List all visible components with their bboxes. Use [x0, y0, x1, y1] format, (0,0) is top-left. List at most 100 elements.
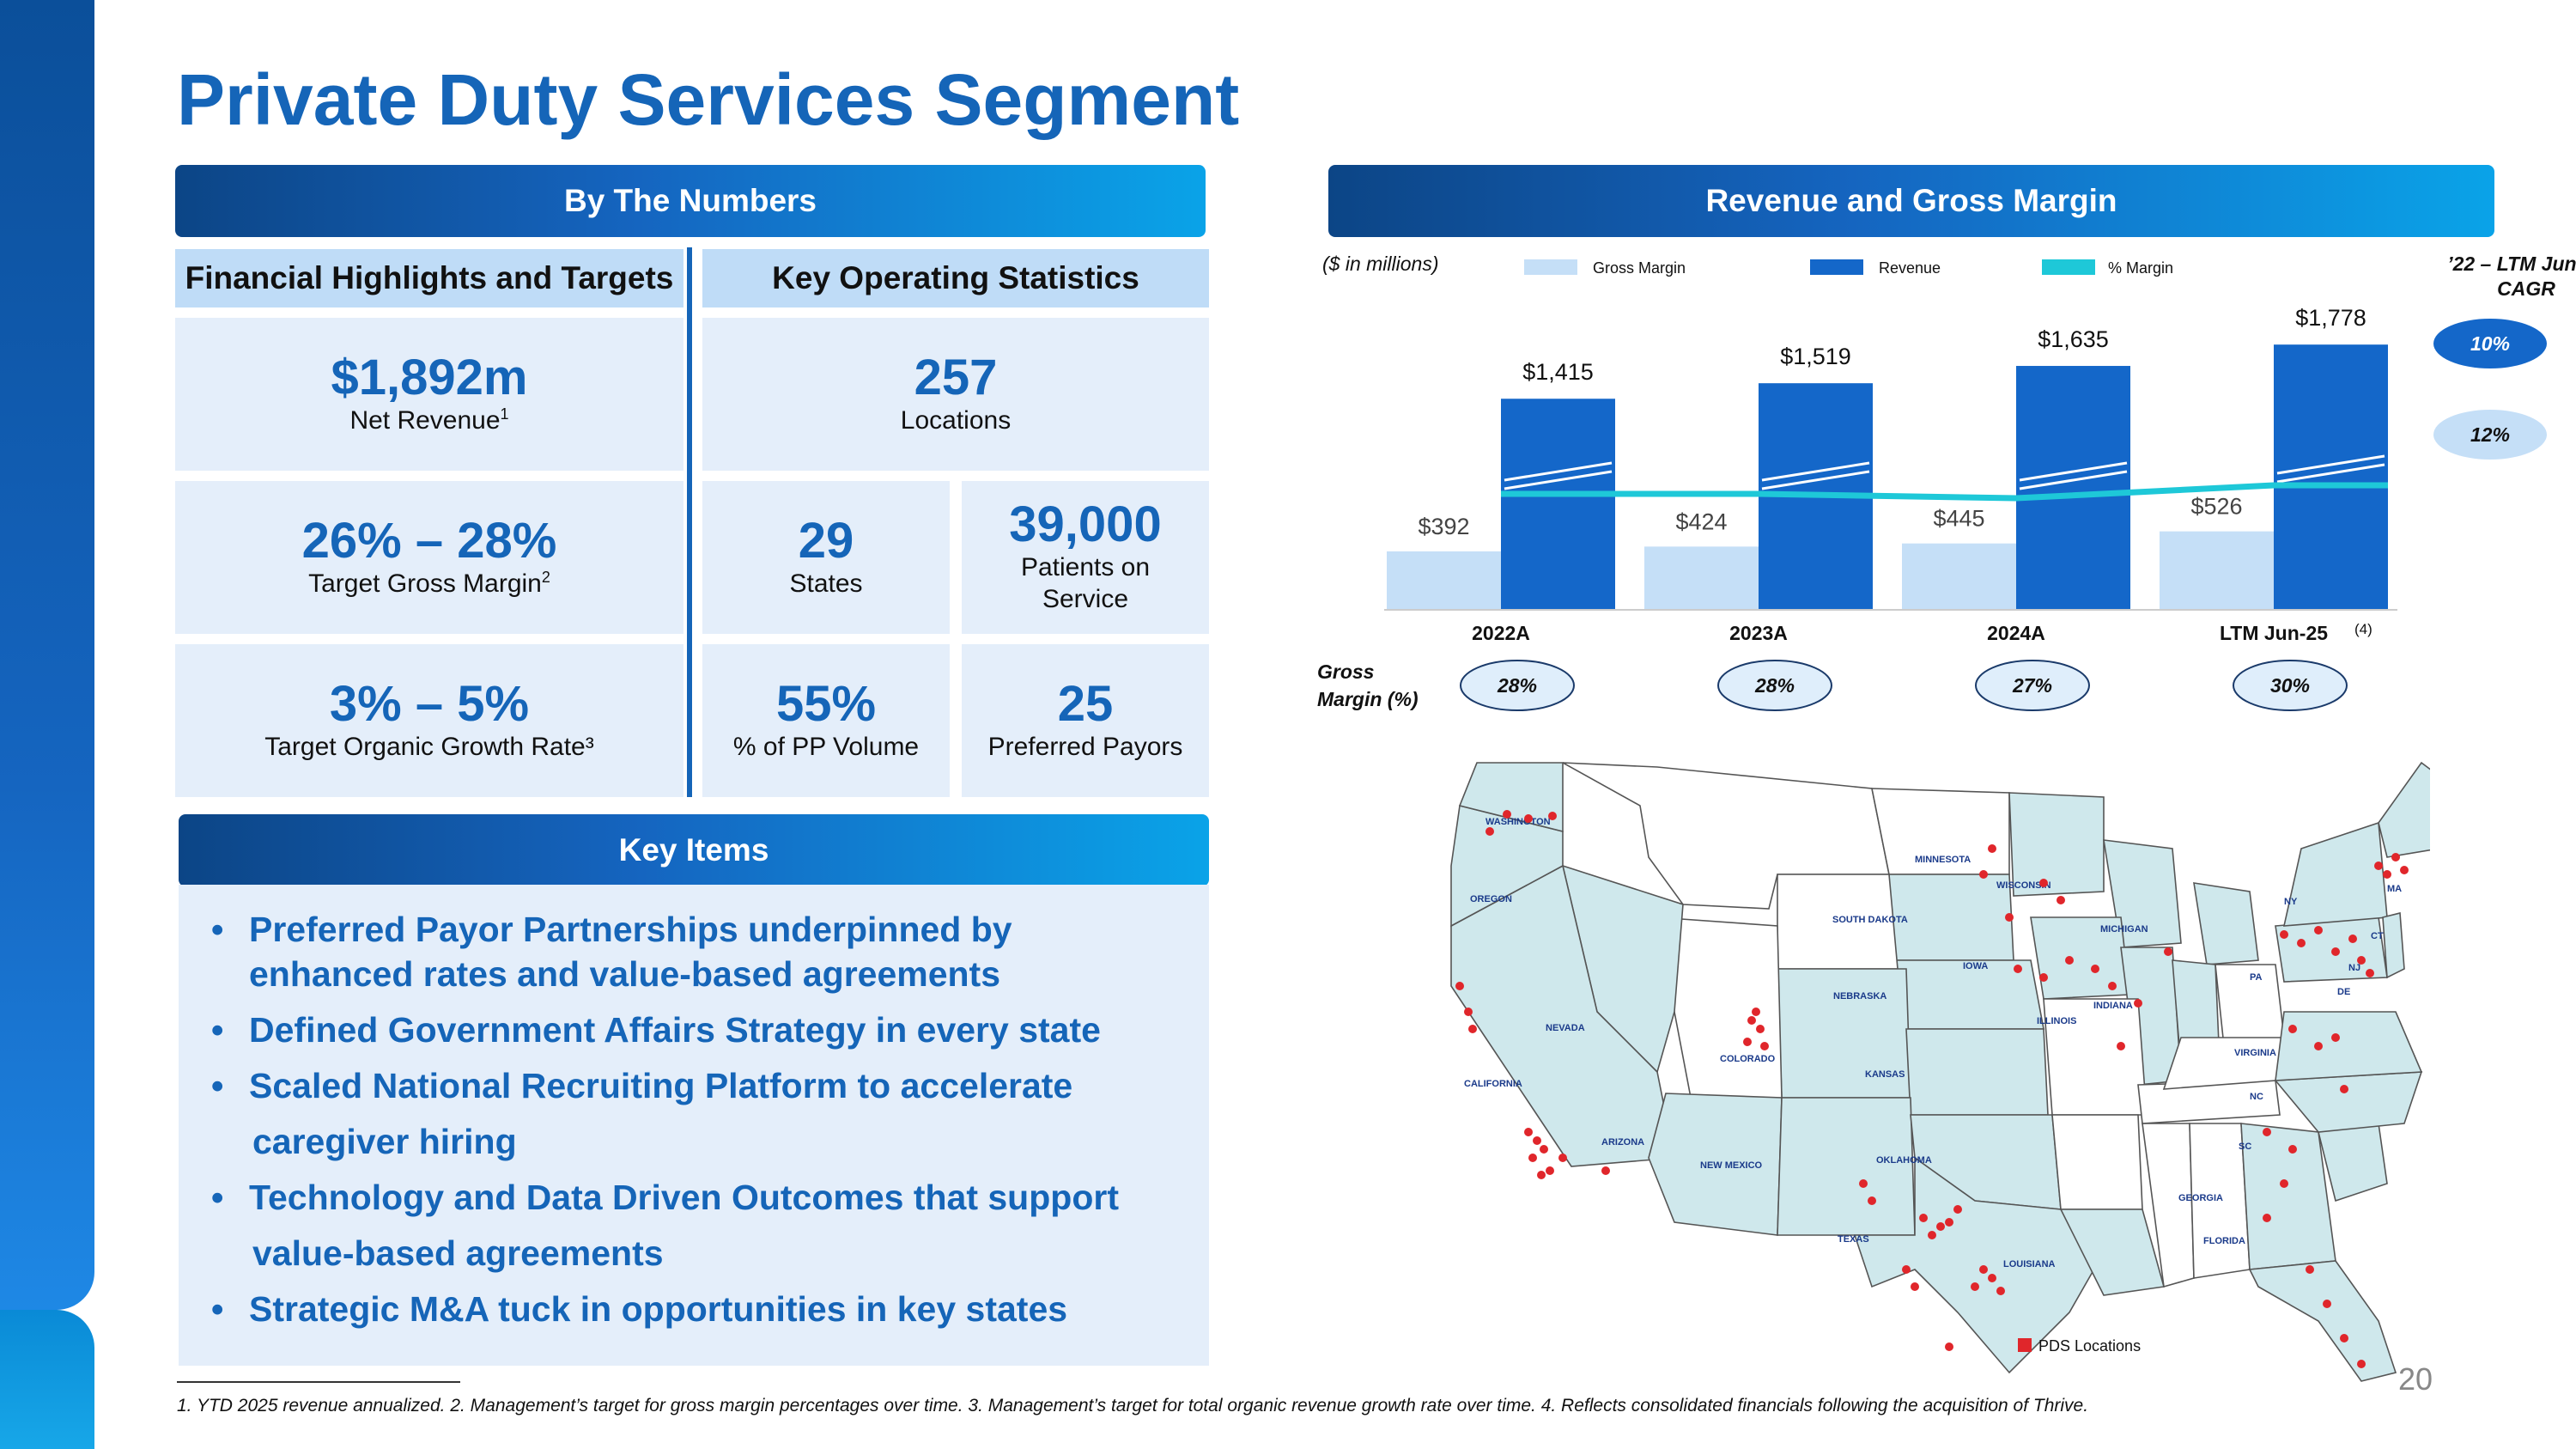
- axis-break-2-b: [2019, 470, 2128, 490]
- label-gross-margin-1: $424: [1675, 508, 1727, 534]
- map-north-carolina: [2274, 1071, 2423, 1133]
- map-new-jersey: [2382, 911, 2405, 979]
- patients-label-1: Patients on: [1020, 552, 1151, 581]
- cagr-revenue-pill: [2433, 319, 2547, 368]
- legend-label-pct-margin: % Margin: [2108, 259, 2173, 277]
- target-gross-margin-box: 26% – 28% Target Gross Margin2: [175, 481, 683, 634]
- map-wisconsin: [2103, 839, 2182, 948]
- patients-label-2: Service: [1042, 585, 1129, 614]
- chart-legend: Gross Margin Revenue % Margin: [1524, 259, 2173, 277]
- map-texas: [1853, 1156, 2105, 1374]
- state-label-south-dakota: SOUTH DAKOTA: [1832, 915, 1908, 925]
- target-gross-margin-label: Target Gross Margin2: [308, 568, 550, 598]
- axis-break-3-b: [2276, 463, 2385, 484]
- state-label-pa: PA: [2250, 972, 2263, 983]
- left-accent-bar-bottom: [0, 1310, 94, 1449]
- state-label-georgia: GEORGIA: [2178, 1193, 2223, 1203]
- net-revenue-value: $1,892m: [331, 349, 528, 405]
- target-growth-label: Target Organic Growth Rate³: [264, 732, 594, 761]
- bar-revenue-3: [2274, 344, 2388, 610]
- chart-bars: $392 $1,415 $424 $1,519 $445 $1,635 $526 $1,778: [1387, 305, 2388, 610]
- state-label-nj: NJ: [2348, 963, 2360, 973]
- bar-revenue-2: [2016, 366, 2130, 610]
- legend-swatch-pds: [2018, 1338, 2032, 1352]
- state-label-oregon: OREGON: [1470, 894, 1512, 904]
- target-growth-box: 3% – 5% Target Organic Growth Rate³: [175, 644, 683, 797]
- map-arkansas: [2051, 1114, 2143, 1210]
- state-label-sc: SC: [2239, 1142, 2251, 1152]
- pct-margin-line: [1501, 482, 2388, 502]
- left-accent-bar: [0, 0, 94, 1310]
- revenue-gross-margin-chart: ($ in millions) Gross Margin Revenue % M…: [1317, 253, 2576, 711]
- category-label-3: LTM Jun-25: [2220, 622, 2328, 644]
- label-revenue-2: $1,635: [2038, 326, 2109, 352]
- cagr-gross-margin-pill: [2433, 410, 2547, 460]
- net-revenue-label: Net Revenue1: [349, 405, 509, 435]
- states-box: 29 States: [702, 481, 950, 634]
- axis-break-0-b: [1504, 470, 1613, 490]
- state-label-illinois: ILLINOIS: [2037, 1016, 2076, 1026]
- target-growth-value: 3% – 5%: [329, 675, 530, 732]
- state-label-ny: NY: [2284, 897, 2298, 907]
- map-florida: [2248, 1260, 2397, 1382]
- cagr-title-line2: CAGR: [2497, 277, 2555, 300]
- legend-label-revenue: Revenue: [1879, 259, 1941, 277]
- axis-break-3-a: [2276, 454, 2385, 475]
- axis-break-0-a: [1504, 461, 1613, 482]
- state-label-ct: CT: [2371, 931, 2384, 941]
- legend-label-gross-margin: Gross Margin: [1593, 259, 1686, 277]
- state-label-california: CALIFORNIA: [1464, 1079, 1522, 1089]
- key-items-panel: • Preferred Payor Partnerships underpinne…: [179, 885, 1209, 1366]
- map-south-carolina: [2318, 1123, 2388, 1202]
- label-gross-margin-0: $392: [1418, 514, 1469, 539]
- category-label-2: 2024A: [1987, 622, 2045, 644]
- state-label-colorado: COLORADO: [1720, 1054, 1776, 1064]
- cagr-title-line1: ’22 – LTM Jun-25: [2447, 253, 2576, 275]
- locations-box: 257 Locations: [702, 318, 1209, 471]
- footnote-rule: [177, 1381, 460, 1383]
- key-items-header: Key Items: [179, 814, 1209, 886]
- state-label-nebraska: NEBRASKA: [1833, 991, 1886, 1002]
- map-arizona: [1648, 1093, 1783, 1236]
- pp-volume-label: % of PP Volume: [732, 732, 920, 761]
- locations-label: Locations: [900, 405, 1012, 435]
- label-gross-margin-3: $526: [2190, 494, 2242, 520]
- state-label-texas: TEXAS: [1838, 1234, 1869, 1245]
- revenue-margin-header: Revenue and Gross Margin: [1328, 165, 2494, 237]
- pp-volume-box: 55% % of PP Volume: [702, 644, 950, 797]
- gross-margin-pct-3: 30%: [2270, 674, 2310, 697]
- state-label-kansas: KANSAS: [1865, 1069, 1905, 1080]
- axis-break-1-b: [1761, 470, 1870, 490]
- payors-value: 25: [1057, 675, 1114, 732]
- location-dots: [1455, 810, 2409, 1368]
- category-label-0: 2022A: [1472, 622, 1530, 644]
- us-locations-map: WASHINGTON OREGON CALIFORNIA NEVADA ARIZ…: [1450, 761, 2430, 1382]
- axis-break-2-a: [2019, 461, 2128, 482]
- gross-margin-label-line2: Margin (%): [1317, 688, 1419, 710]
- bar-gross-margin-3: [2160, 531, 2274, 610]
- state-label-wisconsin: WISCONSIN: [1996, 880, 2051, 891]
- state-label-minnesota: MINNESOTA: [1915, 855, 1971, 865]
- gross-margin-pill-1: [1717, 660, 1832, 711]
- map-new-mexico: [1777, 1097, 1916, 1236]
- map-michigan: [2193, 882, 2259, 965]
- map-state-labels: WASHINGTON OREGON CALIFORNIA NEVADA ARIZ…: [1464, 817, 2402, 1269]
- locations-value: 257: [914, 349, 998, 405]
- state-label-nc: NC: [2250, 1092, 2263, 1102]
- gross-margin-pct-2: 27%: [2012, 674, 2052, 697]
- payors-label: Preferred Payors: [987, 732, 1183, 761]
- map-legend-label: PDS Locations: [2038, 1337, 2141, 1355]
- key-operating-stats-header: Key Operating Statistics: [702, 249, 1209, 307]
- pp-volume-value: 55%: [775, 675, 877, 732]
- state-label-new-mexico: NEW MEXICO: [1700, 1160, 1763, 1171]
- map-washington: [1458, 762, 1564, 833]
- map-kansas: [1905, 1028, 2049, 1116]
- map-kentucky: [2162, 1037, 2285, 1090]
- map-new-england: [2378, 761, 2430, 858]
- map-states: [1450, 761, 2430, 1382]
- patients-value: 39,000: [1009, 496, 1162, 553]
- state-label-iowa: IOWA: [1963, 961, 1988, 971]
- target-gross-margin-value: 26% – 28%: [301, 512, 557, 569]
- bar-revenue-0: [1501, 399, 1615, 610]
- patients-box: 39,000 Patients on Service: [962, 481, 1209, 634]
